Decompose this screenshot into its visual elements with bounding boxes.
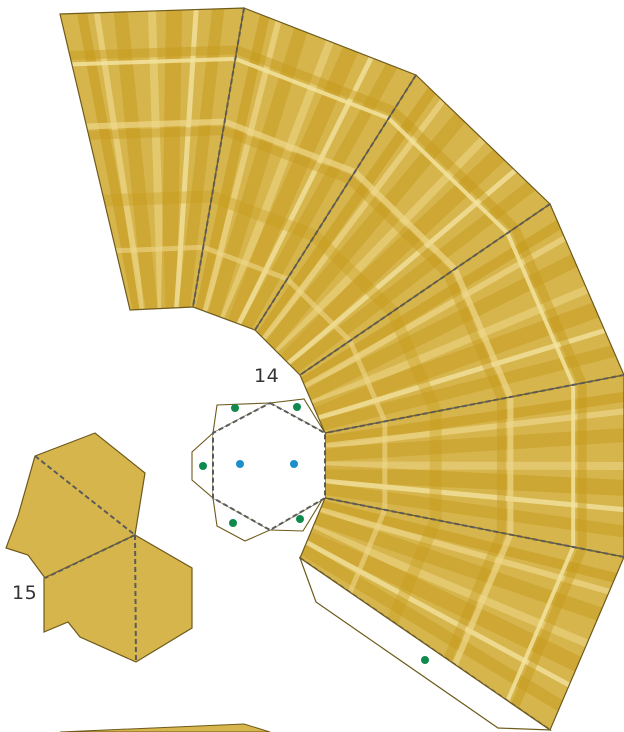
wall-6-horizontal-stripe-2 — [505, 546, 576, 702]
wall-3-horizontal-stripe-1 — [390, 107, 519, 232]
wall-1-horizontal-stripe-2 — [71, 56, 236, 67]
wall-1-horizontal-stripe-5 — [103, 190, 213, 207]
glue-dot — [421, 656, 429, 664]
wall-4-horizontal-stripe-3 — [452, 267, 514, 399]
wall-6-horizontal-stripe-1 — [510, 546, 587, 708]
wall-6-horizontal-stripe-4 — [443, 531, 506, 662]
wall-fold-line-4 — [324, 374, 624, 434]
wall-panel-5 — [325, 375, 624, 557]
piece-14-hexagon — [212, 401, 326, 532]
glue-flap-bottom — [298, 556, 553, 731]
wall-3-horizontal-stripe-2 — [387, 116, 509, 235]
wall-3-horizontal-stripe-6 — [285, 277, 352, 343]
wall-4-horizontal-stripe-1 — [510, 226, 587, 385]
template-extras — [5, 398, 553, 732]
piece-14-glue-dot-2 — [293, 403, 301, 411]
wall-fold-line-5 — [324, 497, 624, 558]
tower-wall-panels — [59, 7, 624, 731]
wall-panel-6 — [300, 498, 624, 730]
piece-15-lower — [43, 534, 193, 663]
piece-14-glue-dot-4 — [229, 519, 237, 527]
wall-2-horizontal-stripe-5 — [209, 190, 317, 242]
piece-14-glue-dot-5 — [296, 515, 304, 523]
wall-2-horizontal-stripe-4 — [221, 126, 352, 184]
wall-1-horizontal-stripe-4 — [88, 126, 224, 140]
wall-3-horizontal-stripe-5 — [310, 231, 397, 317]
wall-panel-4 — [300, 204, 624, 433]
wall-4-horizontal-stripe-6 — [347, 339, 388, 423]
wall-4-horizontal-stripe-2 — [505, 232, 576, 386]
wall-6-horizontal-stripe-5 — [386, 517, 442, 624]
piece-14-pin-dot-2 — [290, 460, 298, 468]
wall-fold-line-2 — [254, 74, 417, 331]
piece-14-glue-dot-1 — [231, 404, 239, 412]
piece-15-fold-line-1 — [34, 455, 136, 536]
wall-4-horizontal-stripe-5 — [386, 309, 442, 414]
piece-number-15: 15 — [12, 582, 38, 604]
wall-1-horizontal-stripe-3 — [86, 118, 225, 130]
wall-fold-line-1 — [192, 7, 245, 308]
wall-panel-2 — [193, 8, 416, 330]
wall-1-horizontal-stripe-1 — [69, 45, 238, 60]
wall-3-horizontal-stripe-3 — [352, 169, 458, 272]
wall-2-horizontal-stripe-3 — [223, 118, 356, 175]
piece-14-glue-dot-3 — [199, 462, 207, 470]
wall-2-horizontal-stripe-1 — [235, 45, 396, 115]
wall-1-horizontal-stripe-6 — [115, 244, 204, 254]
piece-number-14: 14 — [254, 365, 280, 387]
wall-2-horizontal-stripe-6 — [202, 244, 289, 282]
wall-panel-1 — [60, 8, 244, 310]
piece-14-pin-dot-1 — [236, 460, 244, 468]
wall-3-horizontal-stripe-4 — [346, 176, 451, 278]
wall-fold-line-3 — [299, 203, 551, 376]
piece-15-fold-line-2 — [44, 534, 136, 579]
wall-panel-3 — [255, 75, 550, 375]
wall-2-horizontal-stripe-2 — [234, 56, 390, 121]
wall-6-horizontal-stripe-3 — [452, 533, 514, 666]
wall-4-horizontal-stripe-4 — [443, 272, 506, 401]
piece-15-fold-line-3 — [134, 534, 137, 663]
wall-6-horizontal-stripe-6 — [347, 508, 388, 594]
next-piece-edge — [59, 723, 271, 732]
